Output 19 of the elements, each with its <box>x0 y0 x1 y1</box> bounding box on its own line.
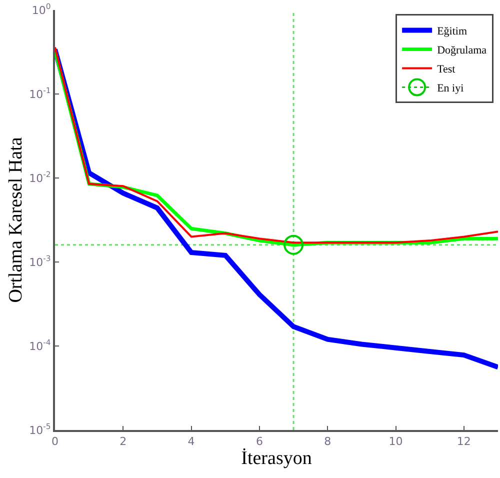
legend-label: Doğrulama <box>437 44 487 56</box>
y-tick-label: 10$^{-1}$ <box>29 86 51 101</box>
x-tick-label: 0 <box>52 435 58 448</box>
legend-label: Eğitim <box>437 25 468 38</box>
y-tick-label: 10$^{-5}$ <box>29 422 51 437</box>
x-tick-label: 10 <box>388 435 403 448</box>
legend-label: En iyi <box>437 82 464 94</box>
x-tick-label: 12 <box>456 435 471 448</box>
y-tick-label: 10$^{-3}$ <box>29 254 51 269</box>
x-tick-label: 6 <box>256 435 263 448</box>
y-tick-label: 10$^{-2}$ <box>29 170 51 185</box>
x-tick-label: 8 <box>324 435 332 448</box>
x-tick-label: 2 <box>120 435 127 448</box>
x-tick-label: 4 <box>188 435 195 448</box>
x-axis-title: İterasyon <box>241 448 312 470</box>
legend-label: Test <box>437 63 456 76</box>
y-tick-label: 10$^{0}$ <box>32 2 51 17</box>
y-axis-title: Ortlama Karesel Hata <box>5 136 26 303</box>
y-tick-label: 10$^{-4}$ <box>29 338 51 353</box>
